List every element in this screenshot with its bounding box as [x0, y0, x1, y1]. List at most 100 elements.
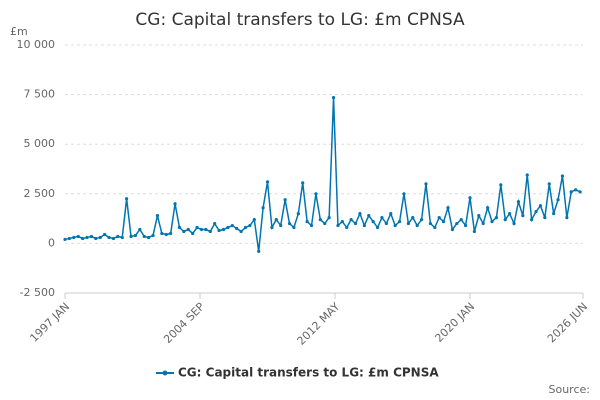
point	[226, 225, 230, 230]
point	[362, 223, 366, 228]
point	[565, 216, 569, 220]
point	[81, 236, 85, 241]
point	[67, 236, 72, 241]
point	[138, 227, 142, 232]
point	[323, 221, 327, 226]
point	[358, 212, 362, 216]
point	[239, 229, 243, 234]
point	[578, 190, 582, 194]
point	[525, 173, 529, 177]
series-line	[64, 97, 581, 252]
y-tick-label: 0	[48, 236, 55, 249]
point	[314, 192, 318, 196]
point	[437, 216, 441, 220]
point	[164, 232, 168, 237]
point	[120, 235, 124, 240]
point	[94, 236, 98, 241]
point	[569, 190, 573, 194]
point	[521, 214, 525, 218]
point	[477, 214, 481, 218]
point	[257, 249, 261, 253]
point	[380, 216, 384, 220]
point	[270, 225, 274, 230]
point	[353, 221, 358, 226]
point	[393, 223, 397, 228]
point	[486, 206, 490, 210]
point	[279, 223, 283, 228]
point	[296, 212, 300, 216]
point	[375, 225, 380, 230]
point	[433, 225, 437, 230]
point	[556, 198, 560, 202]
point	[371, 219, 375, 224]
point	[177, 225, 182, 230]
point	[85, 235, 89, 240]
point	[98, 235, 102, 240]
chart-title: CG: Capital transfers to LG: £m CPNSA	[135, 10, 465, 30]
x-tick-label: 2026 JUN	[545, 300, 590, 345]
y-tick-label: -2 500	[20, 286, 55, 299]
point	[472, 229, 477, 234]
point	[543, 216, 547, 220]
point	[494, 216, 499, 220]
point	[534, 210, 538, 214]
point	[464, 223, 468, 228]
point	[419, 217, 424, 222]
point	[384, 221, 388, 226]
point	[195, 225, 199, 230]
legend-label: CG: Capital transfers to LG: £m CPNSA	[178, 366, 439, 380]
point	[173, 202, 177, 206]
point	[252, 217, 256, 222]
point	[574, 188, 578, 192]
point	[397, 219, 402, 224]
point	[389, 212, 393, 216]
legend-marker	[162, 370, 168, 376]
point	[182, 229, 186, 234]
point	[283, 198, 287, 202]
point	[503, 217, 507, 222]
point	[301, 181, 305, 185]
point	[142, 234, 146, 239]
y-axis-label: £m	[10, 25, 28, 38]
point	[305, 219, 309, 224]
point	[530, 217, 534, 222]
point	[111, 236, 116, 241]
point	[221, 227, 226, 232]
point	[481, 221, 485, 226]
point	[508, 212, 512, 216]
y-tick-label: 5 000	[24, 137, 56, 150]
point	[424, 182, 428, 186]
point	[345, 225, 349, 230]
point	[217, 228, 221, 233]
point	[468, 196, 472, 200]
point	[450, 227, 454, 232]
point	[411, 216, 415, 220]
point	[516, 200, 521, 204]
y-tick-label: 7 500	[24, 88, 56, 101]
point	[455, 221, 459, 226]
point	[230, 223, 234, 228]
x-tick-label: 2004 SEP	[161, 300, 207, 346]
point	[538, 204, 543, 208]
point	[248, 223, 252, 228]
point	[406, 221, 410, 226]
point	[327, 216, 331, 220]
point	[107, 235, 111, 240]
point	[76, 234, 80, 239]
point	[261, 206, 265, 210]
point	[499, 183, 503, 187]
point	[560, 174, 565, 178]
point	[318, 217, 322, 222]
point	[309, 223, 314, 228]
point	[274, 217, 278, 222]
y-tick-label: 10 000	[17, 38, 56, 51]
point	[265, 180, 270, 184]
point	[490, 219, 494, 224]
point	[72, 235, 76, 240]
point	[552, 212, 556, 216]
y-tick-label: 2 500	[24, 187, 56, 200]
point	[428, 221, 432, 226]
point	[147, 235, 151, 240]
point	[415, 223, 419, 228]
